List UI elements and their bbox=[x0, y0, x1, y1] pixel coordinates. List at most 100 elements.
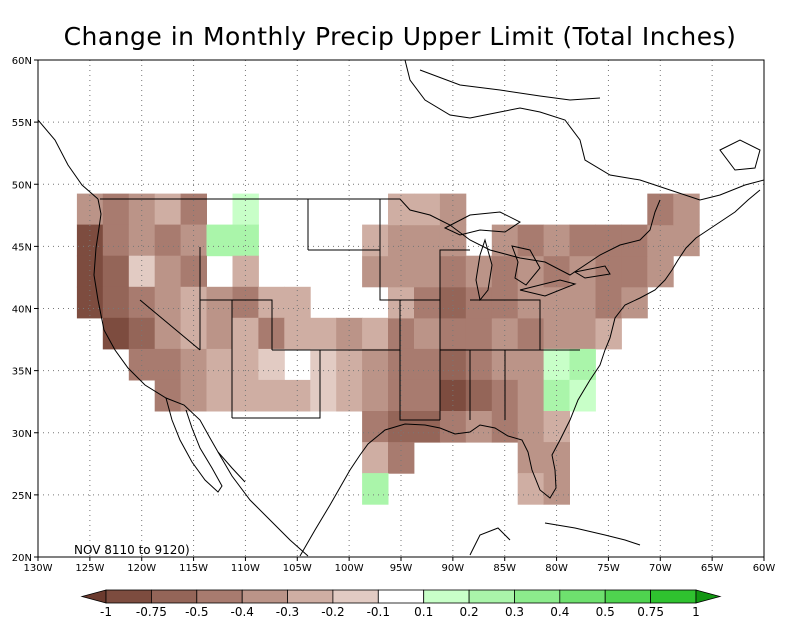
grid-cell bbox=[414, 255, 441, 288]
x-tick-label: 60W bbox=[753, 563, 776, 574]
colorbar-segment bbox=[695, 589, 722, 604]
grid-cell bbox=[517, 379, 545, 412]
grid-cell bbox=[76, 193, 104, 226]
colorbar-label: 1 bbox=[692, 605, 700, 618]
grid-cell bbox=[102, 317, 130, 350]
x-tick-label: 90W bbox=[442, 563, 465, 574]
grid-cell bbox=[180, 317, 207, 350]
grid-cell bbox=[232, 317, 259, 350]
grid-cell bbox=[673, 224, 700, 257]
grid-cell bbox=[439, 317, 467, 350]
x-tick-label: 75W bbox=[597, 563, 620, 574]
grid-cell bbox=[465, 286, 493, 319]
colorbar-label: -0.2 bbox=[321, 605, 344, 618]
state-lines-central bbox=[399, 249, 580, 421]
y-tick-label: 25N bbox=[12, 491, 32, 502]
grid-cell bbox=[491, 286, 519, 319]
grid-cell bbox=[362, 473, 389, 505]
grid-cell bbox=[621, 224, 648, 257]
grid-cell bbox=[388, 411, 415, 443]
grid-cell bbox=[154, 317, 182, 350]
grid-cell bbox=[362, 317, 389, 350]
map-title: Change in Monthly Precip Upper Limit (To… bbox=[63, 22, 737, 51]
y-tick-label: 30N bbox=[12, 429, 32, 440]
cuba bbox=[544, 522, 641, 546]
coastline-layer bbox=[38, 60, 764, 557]
y-axis-ticks: 20N 25N 30N 35N 40N 45N 50N 55N 60N bbox=[12, 56, 38, 564]
grid-cell bbox=[206, 348, 233, 381]
grid-cell bbox=[362, 348, 389, 381]
grid-cell bbox=[310, 348, 337, 381]
lake-ontario bbox=[573, 265, 611, 279]
y-tick-label: 50N bbox=[12, 180, 32, 191]
y-tick-label: 45N bbox=[12, 242, 32, 253]
grid-cell bbox=[206, 379, 233, 412]
colorbar-segment bbox=[105, 589, 152, 604]
colorbar-label: -0.3 bbox=[276, 605, 299, 618]
colorbar-label: -0.1 bbox=[367, 605, 390, 618]
grid-cell bbox=[362, 411, 389, 443]
grid-cell bbox=[517, 348, 545, 381]
colorbar-label: -0.5 bbox=[185, 605, 208, 618]
colorbar-label: -0.75 bbox=[136, 605, 167, 618]
northern-coast bbox=[419, 69, 601, 101]
us-canada-border bbox=[100, 198, 661, 276]
grid-cell bbox=[543, 442, 570, 474]
grid-cell bbox=[128, 317, 156, 350]
x-tick-label: 115W bbox=[179, 563, 208, 574]
grid-cell bbox=[414, 348, 441, 381]
colorbar: -1 -0.75 -0.5 -0.4 -0.3 -0.2 -0.1 0.1 0.2 0.3 0.4 0… bbox=[80, 589, 722, 618]
grid-cell bbox=[362, 379, 389, 412]
y-tick-label: 20N bbox=[12, 553, 32, 564]
grid-cell bbox=[362, 224, 389, 257]
grid-cell bbox=[414, 379, 441, 412]
colorbar-label: 0.2 bbox=[460, 605, 479, 618]
grid-cell bbox=[543, 317, 570, 350]
grid-cell bbox=[154, 224, 182, 257]
x-tick-label: 95W bbox=[390, 563, 413, 574]
grid-cell bbox=[310, 379, 337, 412]
grid-cell bbox=[154, 255, 182, 288]
colorbar-segment bbox=[80, 589, 107, 604]
grid-cell bbox=[206, 317, 233, 350]
grid-cell bbox=[439, 411, 467, 443]
y-tick-label: 60N bbox=[12, 56, 32, 67]
x-tick-label: 70W bbox=[649, 563, 672, 574]
colorbar-segment bbox=[468, 589, 515, 604]
grid-cell bbox=[543, 473, 570, 505]
grid-cell bbox=[154, 193, 182, 226]
grid-cell bbox=[439, 286, 467, 319]
x-tick-label: 105W bbox=[283, 563, 312, 574]
x-tick-label: 130W bbox=[24, 563, 53, 574]
newfoundland bbox=[719, 139, 761, 171]
bc-coast bbox=[38, 119, 99, 200]
x-tick-label: 100W bbox=[335, 563, 364, 574]
grid-cell bbox=[491, 317, 519, 350]
grid-cell bbox=[517, 473, 545, 505]
baja-coastline bbox=[165, 397, 223, 493]
lat-lon-grid bbox=[38, 60, 764, 557]
grid-cell bbox=[102, 255, 130, 288]
y-tick-label: 55N bbox=[12, 118, 32, 129]
x-tick-label: 65W bbox=[701, 563, 724, 574]
grid-cell bbox=[336, 317, 363, 350]
grid-cell bbox=[362, 442, 389, 474]
colorbar-segment bbox=[604, 589, 652, 604]
x-tick-label: 85W bbox=[493, 563, 516, 574]
colorbar-label: 0.1 bbox=[414, 605, 433, 618]
colorbar-segment bbox=[514, 589, 561, 604]
colorbar-segment bbox=[332, 589, 379, 604]
grid-cell bbox=[232, 286, 259, 319]
colorbar-segment bbox=[241, 589, 288, 604]
x-tick-label: 80W bbox=[545, 563, 568, 574]
grid-cell bbox=[621, 255, 648, 288]
grid-cell bbox=[76, 286, 104, 319]
colorbar-segment bbox=[150, 589, 198, 604]
grid-cell bbox=[128, 286, 156, 319]
grid-cell bbox=[154, 348, 182, 381]
grid-cell bbox=[543, 411, 570, 443]
yucatan bbox=[469, 527, 511, 556]
colorbar-label: -0.4 bbox=[230, 605, 253, 618]
grid-cell bbox=[621, 286, 648, 319]
